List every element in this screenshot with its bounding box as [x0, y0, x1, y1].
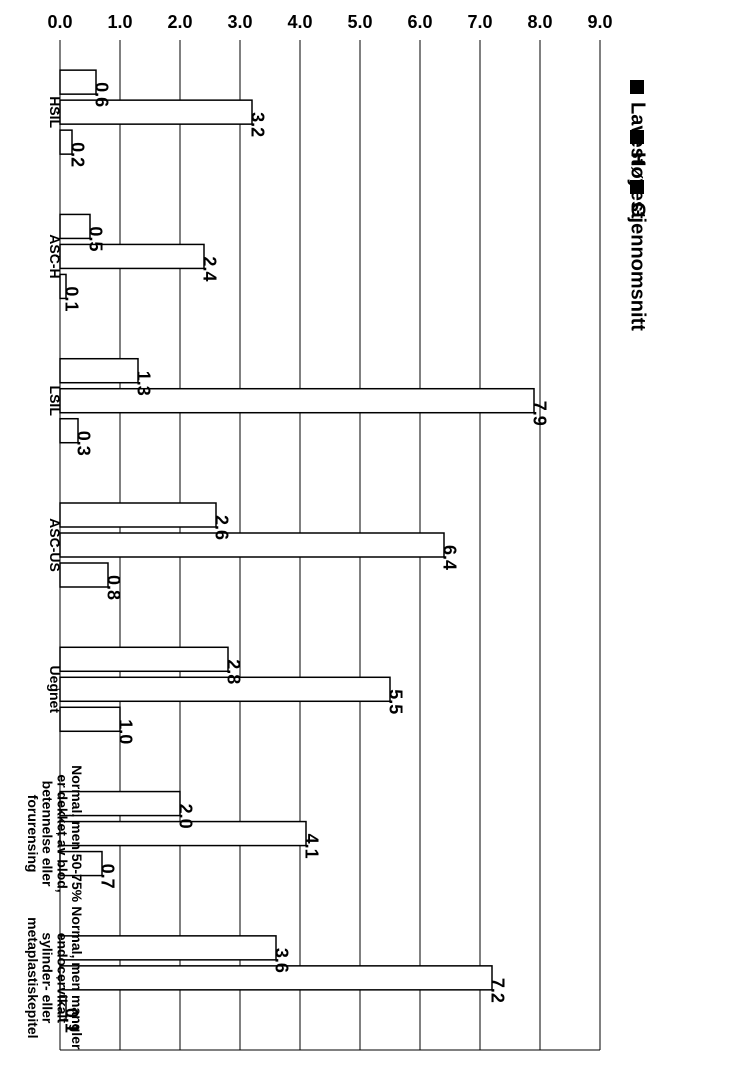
category-label: ASC-US [47, 518, 63, 572]
value-label: 1.0 [115, 719, 135, 744]
axis-tick-label: 6.0 [407, 12, 432, 32]
axis-tick-label: 1.0 [107, 12, 132, 32]
bar [60, 936, 276, 960]
axis-tick-label: 0.0 [47, 12, 72, 32]
bar [60, 707, 120, 731]
bar [60, 389, 534, 413]
bar [60, 647, 228, 671]
bar [60, 359, 138, 383]
value-label: 0.2 [67, 142, 87, 167]
value-label: 7.9 [529, 401, 549, 426]
value-label: 0.8 [103, 575, 123, 600]
axis-tick-label: 2.0 [167, 12, 192, 32]
axis-tick-label: 4.0 [287, 12, 312, 32]
value-label: 3.6 [271, 948, 291, 973]
category-label: ASC-H [47, 234, 63, 278]
value-label: 0.1 [61, 286, 81, 311]
bar [60, 503, 216, 527]
axis-tick-label: 5.0 [347, 12, 372, 32]
value-label: 1.3 [133, 371, 153, 396]
legend-swatch [630, 80, 644, 94]
value-label: 2.8 [223, 659, 243, 684]
legend-label: Gjennomsnitt [627, 202, 649, 331]
value-label: 2.4 [199, 256, 219, 281]
value-label: 3.2 [247, 112, 267, 137]
category-label: LSIL [47, 386, 63, 417]
value-label: 5.5 [385, 689, 405, 714]
value-label: 0.5 [85, 226, 105, 251]
legend-swatch [630, 130, 644, 144]
bar [60, 533, 444, 557]
bar-chart: 0.01.02.03.04.05.06.07.08.09.00.17.23.6N… [0, 0, 752, 1089]
bar [60, 100, 252, 124]
legend-swatch [630, 180, 644, 194]
axis-tick-label: 8.0 [527, 12, 552, 32]
value-label: 2.6 [211, 515, 231, 540]
category-label: HSIL [47, 96, 63, 128]
value-label: 0.6 [91, 82, 111, 107]
value-label: 0.3 [73, 431, 93, 456]
value-label: 2.0 [175, 804, 195, 829]
bar [60, 244, 204, 268]
axis-tick-label: 9.0 [587, 12, 612, 32]
bar [60, 563, 108, 587]
value-label: 4.1 [301, 834, 321, 859]
axis-tick-label: 3.0 [227, 12, 252, 32]
chart-container: 0.01.02.03.04.05.06.07.08.09.00.17.23.6N… [0, 0, 752, 1089]
value-label: 7.2 [487, 978, 507, 1003]
category-label: Uegnet [47, 666, 63, 714]
bar [60, 70, 96, 94]
axis-tick-label: 7.0 [467, 12, 492, 32]
value-label: 6.4 [439, 545, 459, 570]
value-label: 0.7 [97, 864, 117, 889]
